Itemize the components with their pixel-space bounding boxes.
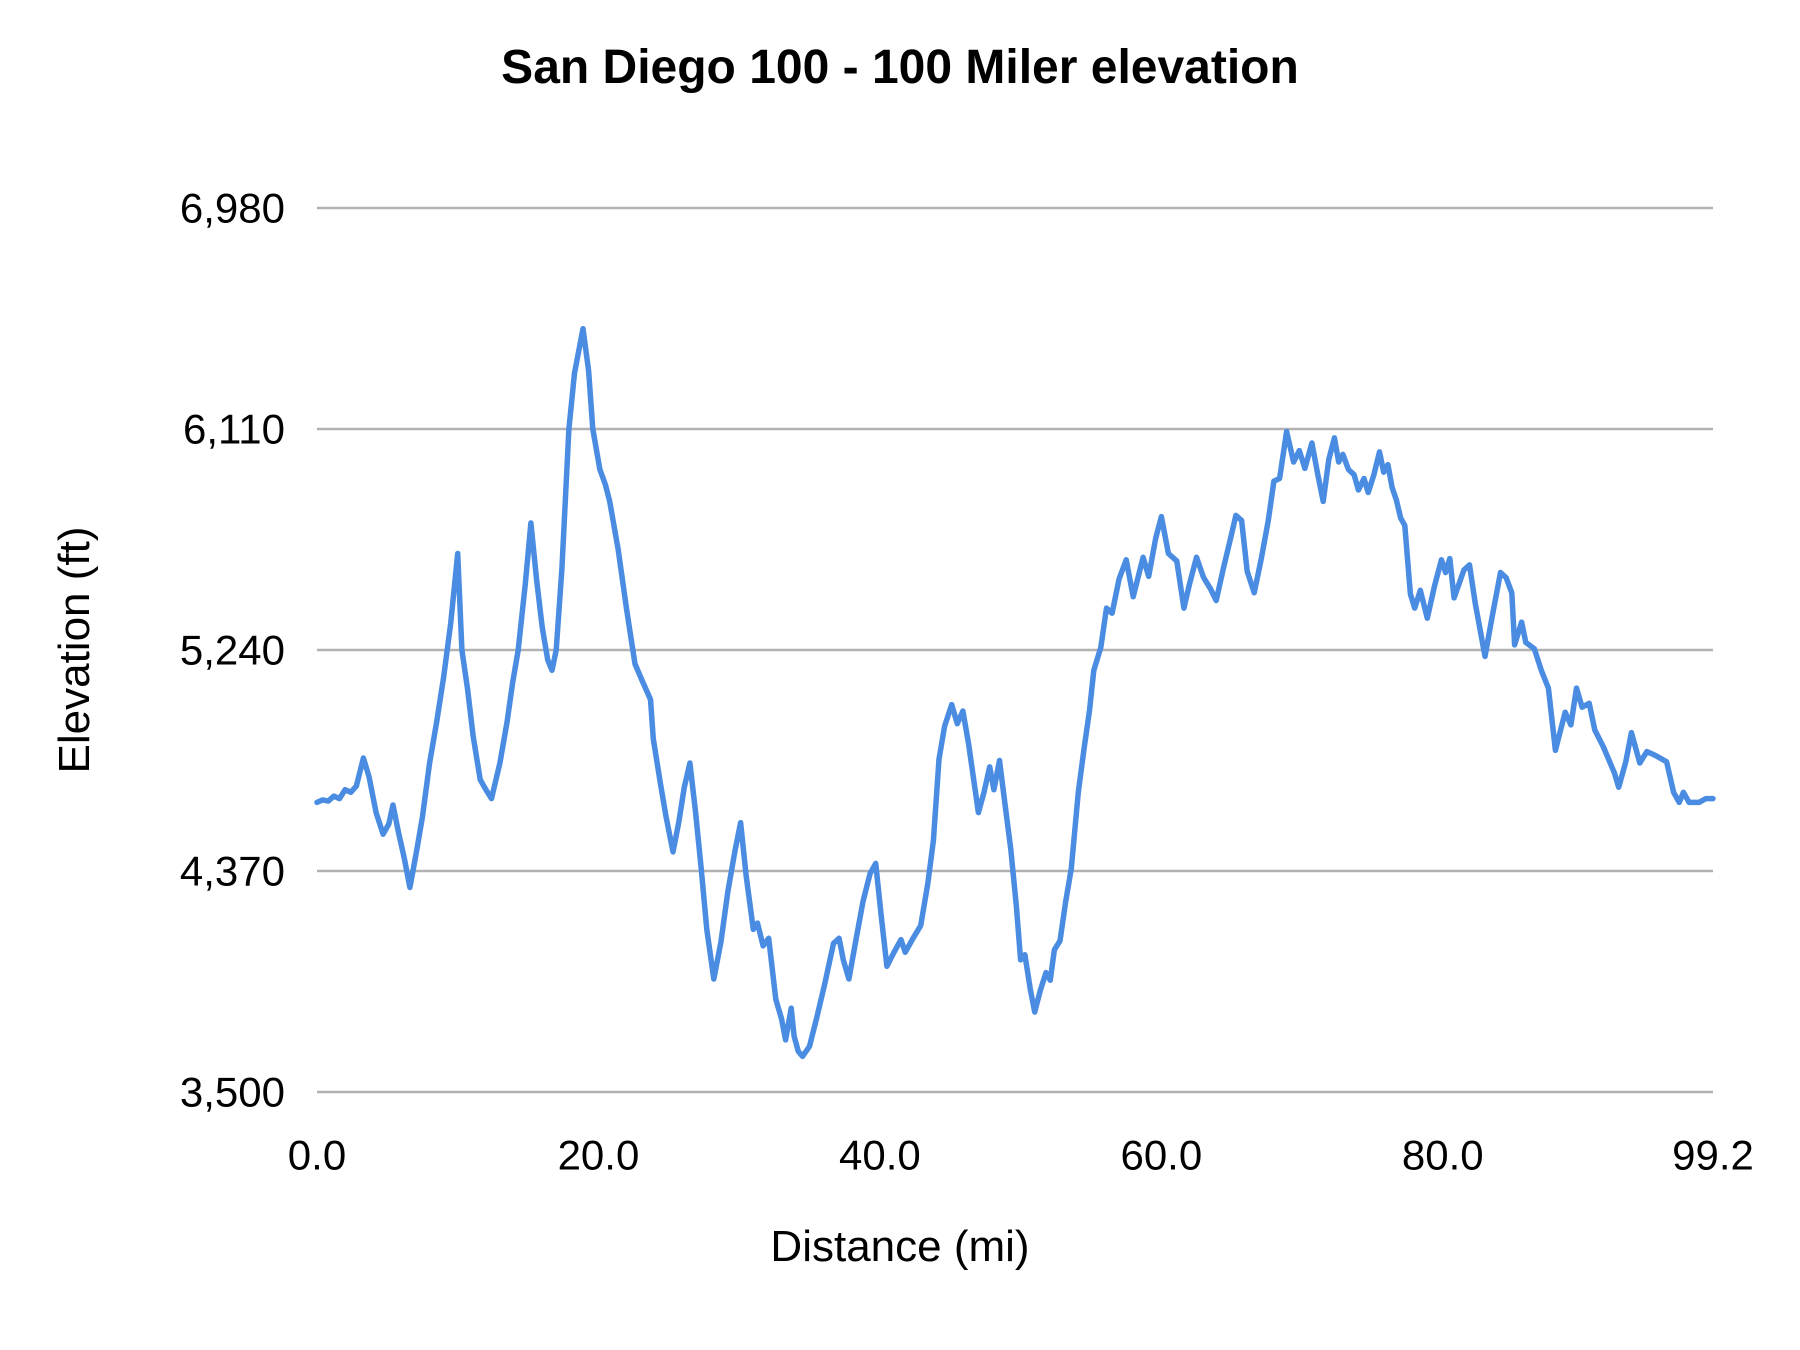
- x-tick-label: 99.2: [1672, 1132, 1754, 1179]
- x-tick-label: 60.0: [1120, 1132, 1202, 1179]
- y-tick-label: 5,240: [180, 627, 285, 674]
- y-tick-label: 6,110: [183, 406, 285, 453]
- y-tick-label: 4,370: [180, 848, 285, 895]
- x-tick-label: 80.0: [1402, 1132, 1484, 1179]
- elevation-line: [314, 325, 1716, 1060]
- x-tick-label: 0.0: [288, 1132, 346, 1179]
- x-tick-label: 20.0: [558, 1132, 640, 1179]
- chart-title: San Diego 100 - 100 Miler elevation: [501, 41, 1299, 94]
- x-axis-title: Distance (mi): [770, 1222, 1030, 1271]
- y-tick-label: 6,980: [180, 185, 285, 232]
- y-tick-label: 3,500: [180, 1069, 285, 1116]
- x-tick-label: 40.0: [839, 1132, 921, 1179]
